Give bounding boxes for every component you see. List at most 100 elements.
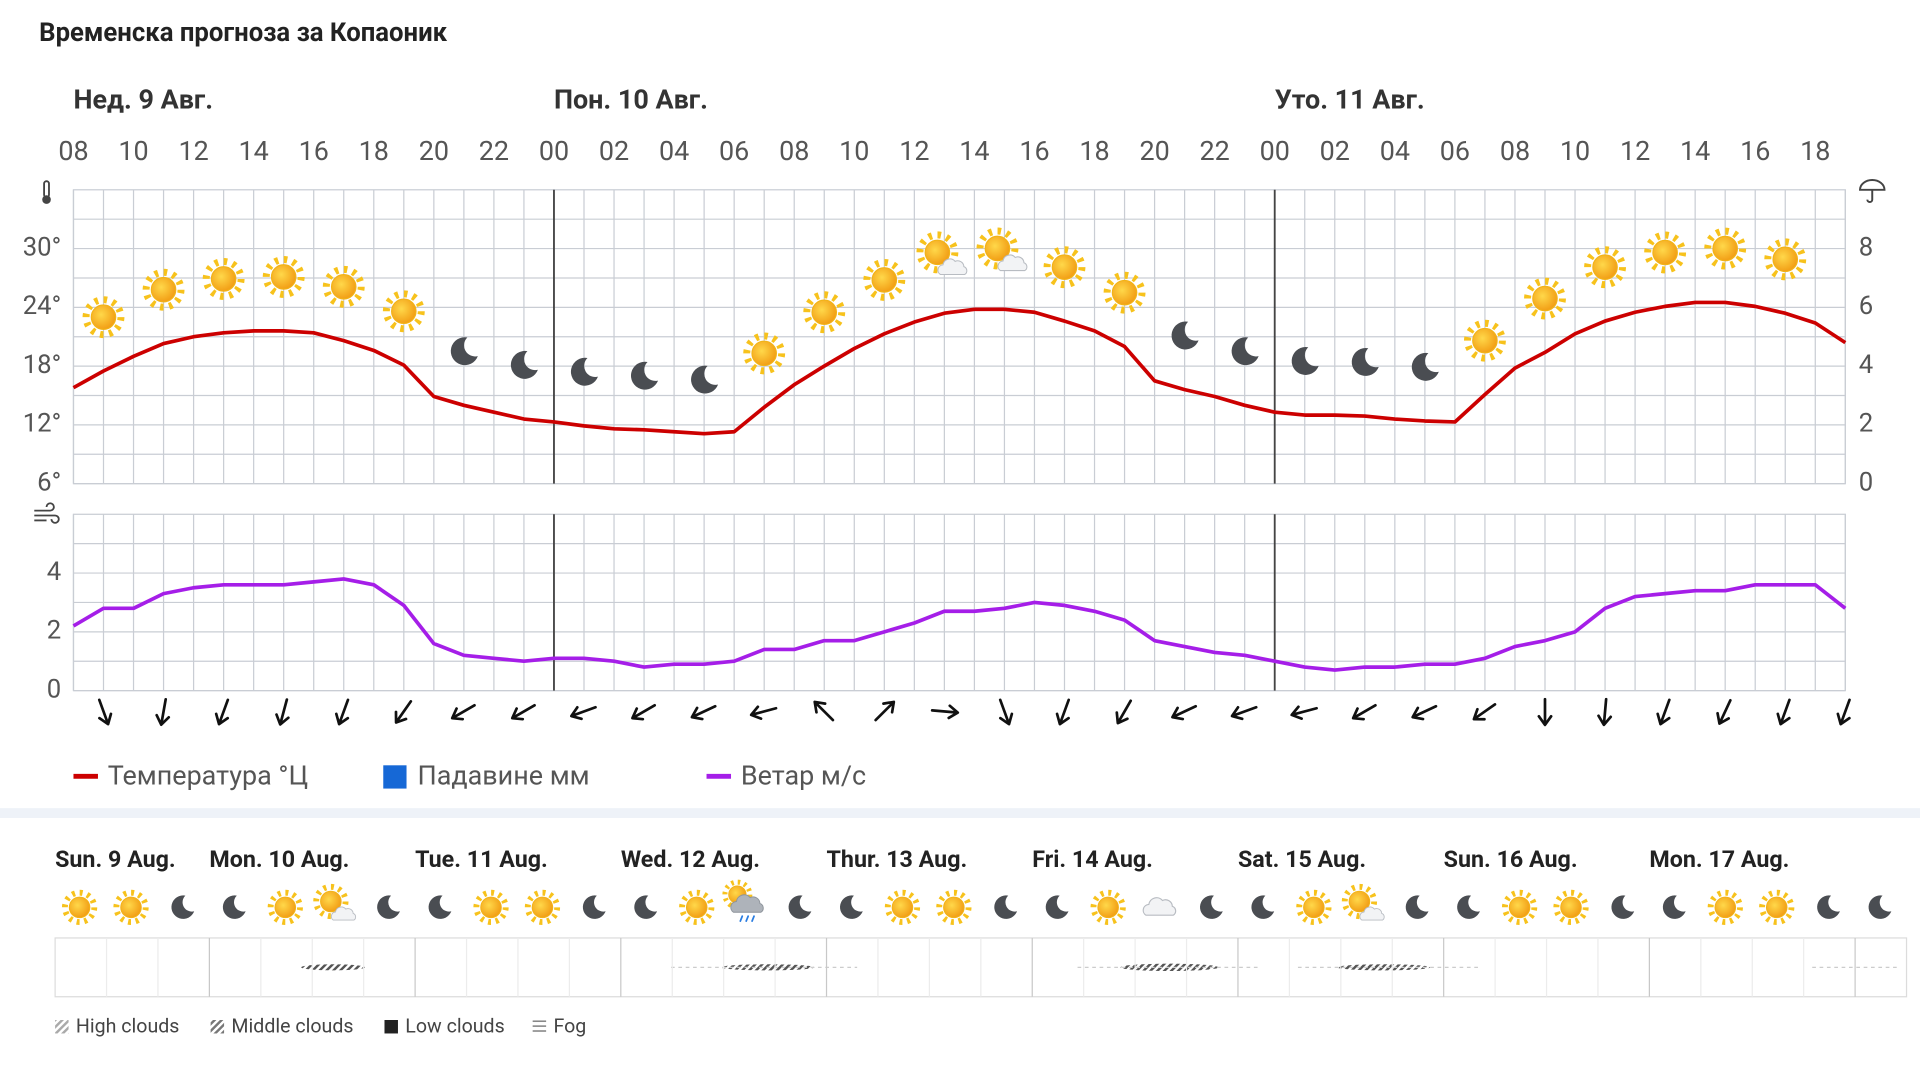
x-tick-label: 14 bbox=[959, 135, 989, 167]
x-tick-label: 16 bbox=[299, 135, 329, 167]
legend-label: Падавине мм bbox=[418, 760, 590, 792]
wind-arrow bbox=[450, 703, 476, 721]
wind-arrow bbox=[1230, 705, 1258, 721]
x-tick-label: 08 bbox=[779, 135, 809, 167]
x-tick-label: 12 bbox=[178, 135, 208, 167]
x-tick-label: 18 bbox=[1800, 135, 1830, 167]
y-tick-label: 2 bbox=[47, 616, 61, 646]
day-label: Нед. 9 Авг. bbox=[73, 84, 213, 116]
wind-arrow bbox=[930, 704, 960, 720]
x-tick-label: 02 bbox=[1320, 135, 1350, 167]
wind-arrow-shape bbox=[510, 703, 536, 721]
wind-arrow bbox=[1411, 704, 1438, 721]
wind-arrow-shape bbox=[1716, 698, 1732, 725]
wind-arrow-shape bbox=[1290, 705, 1318, 720]
x-tick-label: 12 bbox=[899, 135, 929, 167]
y2-tick-label: 4 bbox=[1859, 350, 1873, 380]
wind-arrow-shape bbox=[1537, 697, 1553, 727]
x-tick-label: 10 bbox=[839, 135, 869, 167]
wind-arrow bbox=[1776, 698, 1791, 726]
wind-arrow-shape bbox=[1411, 704, 1438, 721]
y2-tick-label: 8 bbox=[1859, 232, 1873, 262]
panel-separator bbox=[0, 808, 1920, 818]
cloud-blob bbox=[301, 964, 365, 971]
x-tick-label: 06 bbox=[719, 135, 749, 167]
wind-line bbox=[72, 577, 1847, 672]
x-tick-label: 00 bbox=[1260, 135, 1290, 167]
y2-tick-label: 6 bbox=[1859, 291, 1873, 321]
wind-arrow-shape bbox=[155, 698, 171, 727]
wind-arrow bbox=[334, 698, 350, 726]
wind-arrow-shape bbox=[1351, 703, 1377, 721]
wind-arrow bbox=[690, 704, 717, 721]
wind-arrow bbox=[1716, 698, 1732, 725]
wind-arrow-shape bbox=[334, 698, 350, 726]
wind-arrow-shape bbox=[690, 704, 717, 721]
x-tick-label: 04 bbox=[1380, 135, 1410, 167]
day-label: Пон. 10 Авг. bbox=[554, 84, 708, 116]
y-tick-label: 18° bbox=[23, 350, 62, 380]
wind-arrow bbox=[394, 700, 413, 724]
forecast-day-label: Tue. 11 Aug. bbox=[415, 845, 548, 873]
wind-arrow-shape bbox=[214, 698, 230, 726]
wind-arrow-shape bbox=[450, 703, 476, 721]
wind-arrow bbox=[631, 703, 657, 721]
legend-swatch bbox=[383, 765, 407, 789]
wind-arrow-shape bbox=[930, 704, 960, 720]
wind-arrow bbox=[1472, 703, 1497, 721]
wind-arrow bbox=[1171, 704, 1198, 721]
thermometer-icon bbox=[42, 180, 51, 204]
y-tick-label: 4 bbox=[47, 557, 61, 587]
wind-arrow-shape bbox=[749, 705, 778, 720]
wind-arrow bbox=[1351, 703, 1377, 721]
x-tick-label: 20 bbox=[419, 135, 449, 167]
forecast-day-label: Mon. 17 Aug. bbox=[1649, 845, 1789, 873]
x-tick-label: 20 bbox=[1139, 135, 1169, 167]
wind-arrow-shape bbox=[1055, 698, 1071, 726]
x-tick-label: 22 bbox=[1200, 135, 1230, 167]
wind-arrow bbox=[1836, 698, 1851, 726]
wind-arrow-shape bbox=[1115, 699, 1133, 725]
x-tick-label: 18 bbox=[1079, 135, 1109, 167]
wind-arrow bbox=[275, 698, 290, 726]
forecast-day-label: Fri. 14 Aug. bbox=[1032, 845, 1153, 873]
wind-arrow-shape bbox=[1472, 703, 1497, 721]
wind-arrow-shape bbox=[1597, 697, 1613, 727]
forecast-day-label: Mon. 10 Aug. bbox=[209, 845, 349, 873]
wind-arrow bbox=[1597, 697, 1613, 727]
legend-swatch bbox=[384, 1020, 398, 1034]
wind-arrow bbox=[214, 698, 230, 726]
legend-swatch bbox=[210, 1020, 225, 1034]
y-tick-label: 12° bbox=[23, 409, 62, 439]
cloud-legend-label: Fog bbox=[553, 1015, 586, 1038]
x-tick-label: 08 bbox=[58, 135, 88, 167]
cloud-legend-label: High clouds bbox=[76, 1015, 179, 1038]
x-tick-label: 06 bbox=[1440, 135, 1470, 167]
legend-swatch bbox=[532, 1020, 547, 1032]
x-tick-label: 16 bbox=[1740, 135, 1770, 167]
wind-arrow bbox=[1537, 697, 1553, 727]
wind-arrow-shape bbox=[813, 700, 835, 722]
x-tick-label: 08 bbox=[1500, 135, 1530, 167]
x-tick-label: 14 bbox=[239, 135, 269, 167]
x-tick-label: 14 bbox=[1680, 135, 1710, 167]
forecast-day-label: Sun. 16 Aug. bbox=[1444, 845, 1578, 873]
y-tick-label: 0 bbox=[47, 674, 61, 704]
x-tick-label: 16 bbox=[1019, 135, 1049, 167]
wind-icon bbox=[34, 502, 60, 524]
wind-arrow-shape bbox=[1171, 704, 1198, 721]
wind-arrow-shape bbox=[394, 700, 413, 724]
x-tick-label: 22 bbox=[479, 135, 509, 167]
wind-arrow-shape bbox=[1776, 698, 1791, 726]
wind-arrow bbox=[1055, 698, 1071, 726]
cloud-strip bbox=[54, 937, 1908, 998]
y-tick-label: 24° bbox=[23, 291, 62, 321]
wind-arrow-shape bbox=[569, 705, 597, 721]
wind-arrow bbox=[1290, 705, 1318, 720]
wind-arrow-shape bbox=[874, 700, 896, 722]
umbrella-icon bbox=[1859, 179, 1886, 203]
wind-arrow bbox=[998, 698, 1014, 726]
x-tick-label: 10 bbox=[1560, 135, 1590, 167]
